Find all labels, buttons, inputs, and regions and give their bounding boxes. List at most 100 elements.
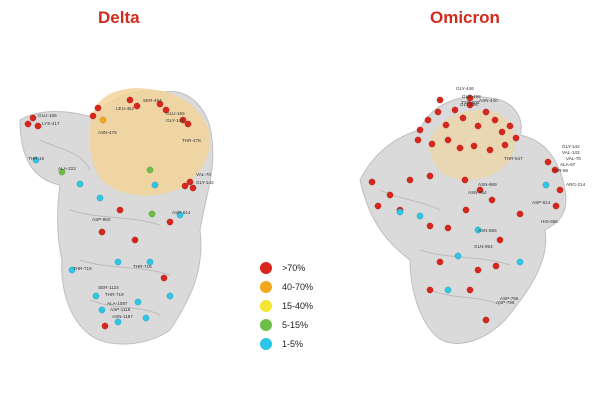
residue-label: LEU-452 bbox=[116, 106, 135, 111]
mutation-point bbox=[181, 182, 189, 190]
mutation-point bbox=[98, 306, 106, 314]
mutation-point bbox=[459, 114, 467, 122]
omicron-title: Omicron bbox=[430, 8, 500, 27]
residue-label: GLY-496 bbox=[460, 102, 478, 107]
mutation-point bbox=[454, 252, 462, 260]
mutation-point bbox=[68, 266, 76, 274]
mutation-point bbox=[444, 224, 452, 232]
mutation-point bbox=[542, 181, 550, 189]
residue-label: ASP-950 bbox=[92, 217, 111, 222]
mutation-point bbox=[151, 181, 159, 189]
mutation-point bbox=[556, 186, 564, 194]
residue-label: THR-19 bbox=[28, 156, 45, 161]
residue-label: ARG-214 bbox=[566, 182, 586, 187]
mutation-point bbox=[176, 211, 184, 219]
mutation-point bbox=[428, 140, 436, 148]
residue-label: ALA-67 bbox=[560, 162, 576, 167]
legend-swatch bbox=[260, 261, 272, 274]
mutation-point bbox=[466, 101, 474, 109]
mutation-point bbox=[160, 274, 168, 282]
legend-swatch bbox=[260, 337, 272, 350]
mutation-point bbox=[466, 286, 474, 294]
residue-label: TYR-505 bbox=[461, 100, 480, 105]
mutation-point bbox=[142, 314, 150, 322]
residue-label: VAL-70 bbox=[566, 156, 581, 161]
legend-item: 1-5% bbox=[260, 334, 313, 353]
mutation-point bbox=[89, 112, 97, 120]
residue-label: GLY-142 bbox=[166, 118, 184, 123]
delta-title: Delta bbox=[98, 8, 140, 27]
mutation-point bbox=[470, 142, 478, 150]
mutation-point bbox=[424, 116, 432, 124]
mutation-point bbox=[368, 178, 376, 186]
mutation-point bbox=[166, 292, 174, 300]
mutation-point bbox=[32, 156, 40, 164]
mutation-point bbox=[416, 212, 424, 220]
legend-swatch bbox=[260, 299, 272, 312]
residue-label: GLU-156 bbox=[38, 113, 57, 118]
residue-label: THR-478 bbox=[182, 138, 201, 143]
legend-swatch bbox=[260, 280, 272, 293]
residue-label: ALA-222 bbox=[58, 166, 76, 171]
mutation-point bbox=[474, 122, 482, 130]
legend-item: 5-15% bbox=[260, 315, 313, 334]
legend-label: 5-15% bbox=[282, 319, 309, 330]
mutation-point bbox=[482, 316, 490, 324]
mutation-point bbox=[133, 102, 141, 110]
mutation-point bbox=[474, 266, 482, 274]
residue-label: ASP-614 bbox=[172, 210, 191, 215]
residue-label: ASP-614 bbox=[532, 200, 551, 205]
mutation-point bbox=[436, 96, 444, 104]
mutation-point bbox=[461, 176, 469, 184]
mutation-point bbox=[552, 202, 560, 210]
omicron-protein-surface bbox=[359, 96, 567, 344]
mutation-point bbox=[146, 258, 154, 266]
residue-label: ASP-796 bbox=[496, 300, 515, 305]
mutation-point bbox=[516, 210, 524, 218]
residue-label: ASN-440 bbox=[479, 98, 498, 103]
mutation-point bbox=[416, 126, 424, 134]
residue-label: VAL-143 bbox=[562, 150, 580, 155]
mutation-point bbox=[451, 106, 459, 114]
mutation-point bbox=[186, 178, 194, 186]
mutation-point bbox=[114, 258, 122, 266]
mutation-point bbox=[486, 146, 494, 154]
mutation-point bbox=[131, 236, 139, 244]
residue-label: HIS-655 bbox=[541, 219, 558, 224]
mutation-point bbox=[24, 120, 32, 128]
mutation-point bbox=[444, 286, 452, 294]
delta-spike-structure: GLU-156 LYS-417 ASN-478 SER-494 GLU-156 GLY-1… bbox=[19, 88, 214, 345]
mutation-point bbox=[426, 286, 434, 294]
mutation-point bbox=[58, 168, 66, 176]
omicron-mutation-points bbox=[368, 94, 564, 324]
mutation-point bbox=[166, 218, 174, 226]
mutation-point bbox=[482, 108, 490, 116]
mutation-point bbox=[551, 166, 559, 174]
residue-label: VAL-70 bbox=[196, 172, 211, 177]
mutation-point bbox=[156, 100, 164, 108]
mutation-point bbox=[34, 122, 42, 130]
residue-label: GLY-446 bbox=[456, 86, 474, 91]
mutation-point bbox=[94, 104, 102, 112]
residue-label: THR-95 bbox=[552, 168, 569, 173]
delta-rbd-highlight bbox=[89, 88, 211, 196]
mutation-point bbox=[442, 121, 450, 129]
legend-label: 1-5% bbox=[282, 338, 304, 349]
residue-label: THR-719 bbox=[73, 266, 92, 271]
legend-item: >70% bbox=[260, 258, 313, 277]
legend-label: 15-40% bbox=[282, 300, 314, 311]
mutation-point bbox=[426, 222, 434, 230]
mutation-point bbox=[496, 236, 504, 244]
mutation-point bbox=[544, 158, 552, 166]
mutation-point bbox=[92, 292, 100, 300]
mutation-point bbox=[189, 184, 197, 192]
legend-item: 40-70% bbox=[260, 277, 313, 296]
delta-residue-labels: GLU-156 LYS-417 ASN-478 SER-494 GLU-156 GLY-1… bbox=[28, 98, 214, 319]
mutation-point bbox=[374, 202, 382, 210]
residue-label: LYS-417 bbox=[42, 121, 60, 126]
mutation-point bbox=[98, 228, 106, 236]
residue-label: ASP-796 bbox=[500, 296, 519, 301]
residue-label: ALA-1087 bbox=[107, 301, 128, 306]
mutation-point bbox=[114, 318, 122, 326]
